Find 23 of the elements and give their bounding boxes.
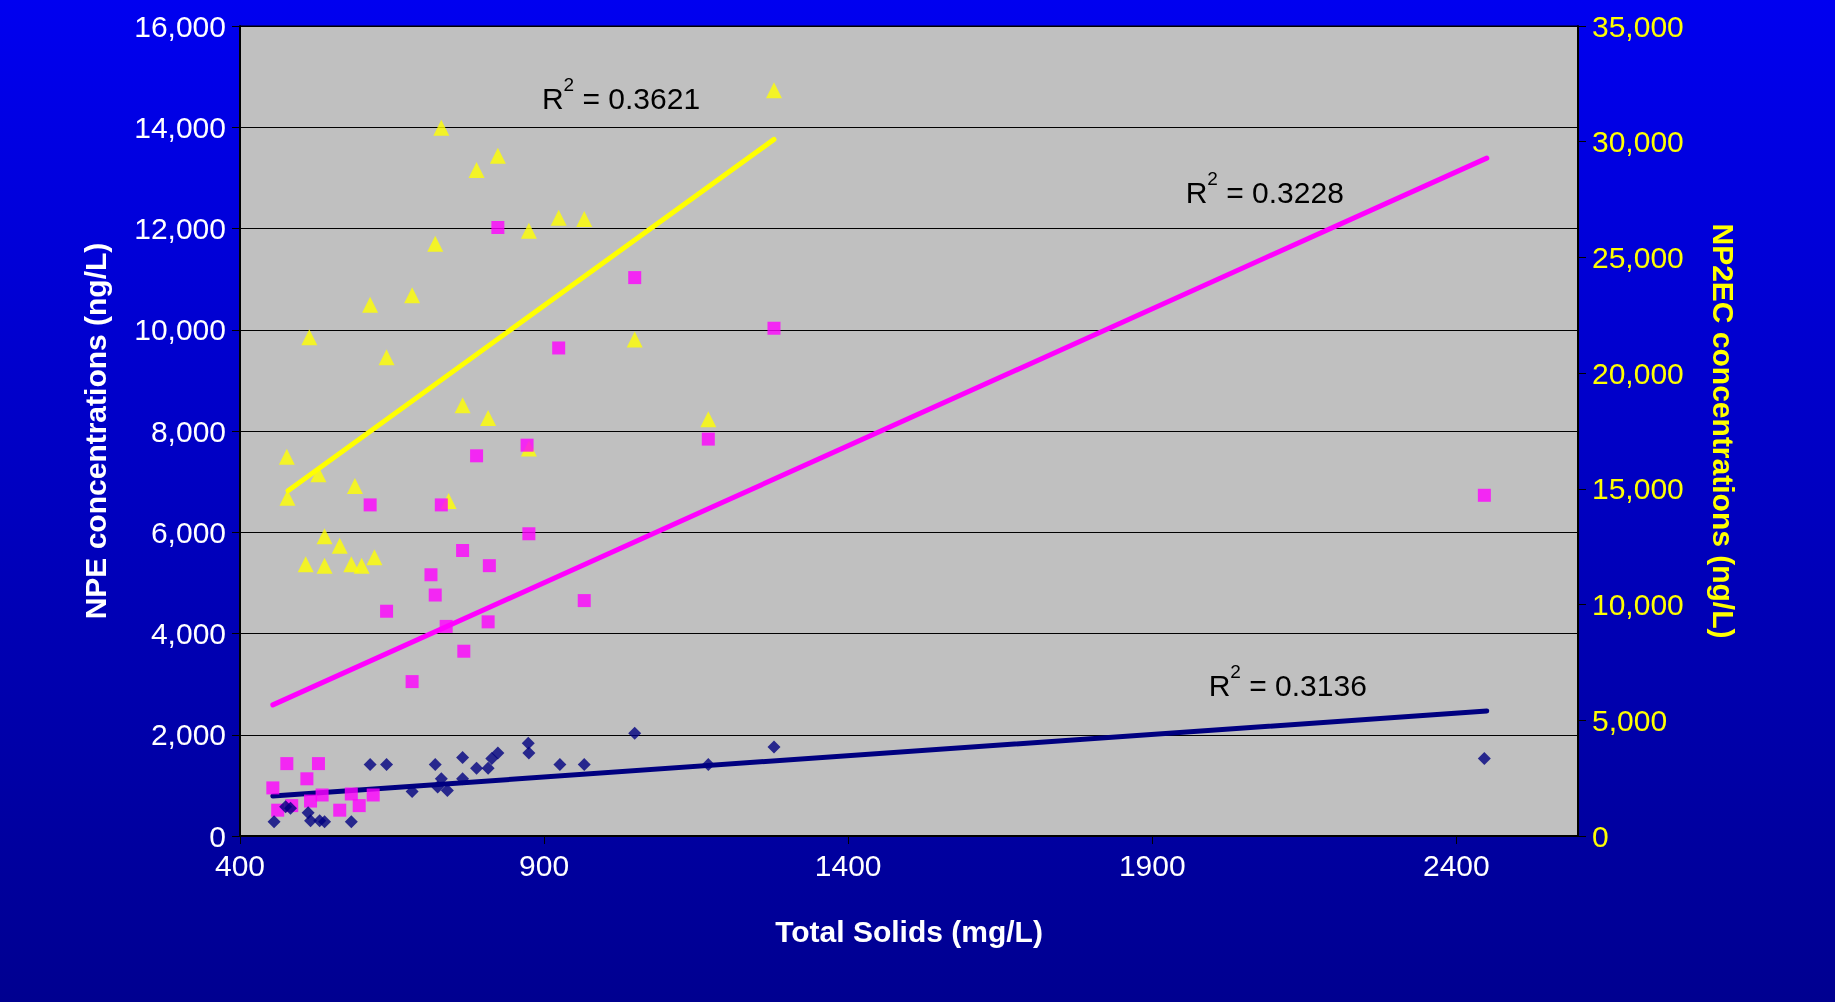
y2-tick-label: 5,000 — [1592, 703, 1668, 737]
y-tick-label: 2,000 — [150, 718, 226, 752]
y2-axis-title: NP2EC concentrations (ng/L) — [1706, 223, 1740, 639]
x-tick-label: 1900 — [1118, 848, 1186, 882]
y-tick-label: 12,000 — [134, 212, 226, 245]
y-tick-label: 16,000 — [134, 9, 226, 43]
y2-tick-label: 20,000 — [1592, 356, 1684, 390]
x-tick-label: 2400 — [1422, 848, 1490, 882]
y2-tick-label: 0 — [1592, 819, 1609, 853]
y2-tick-label: 30,000 — [1592, 125, 1684, 159]
y2-tick-label: 35,000 — [1592, 9, 1684, 43]
x-axis-title: Total Solids (mg/L) — [775, 914, 1043, 948]
y-tick-label: 4,000 — [150, 617, 226, 650]
y-axis-title: NPE concentrations (ng/L) — [78, 242, 112, 620]
y2-tick-label: 25,000 — [1592, 240, 1684, 274]
y2-tick-label: 15,000 — [1592, 472, 1684, 506]
y-tick-label: 8,000 — [150, 414, 226, 448]
y-tick-label: 10,000 — [134, 313, 226, 347]
y2-tick-label: 10,000 — [1592, 588, 1684, 622]
y-tick-label: 6,000 — [150, 515, 226, 549]
x-tick-label: 900 — [519, 848, 570, 882]
x-tick-label: 1400 — [814, 848, 882, 882]
y-tick-label: 14,000 — [134, 110, 226, 144]
